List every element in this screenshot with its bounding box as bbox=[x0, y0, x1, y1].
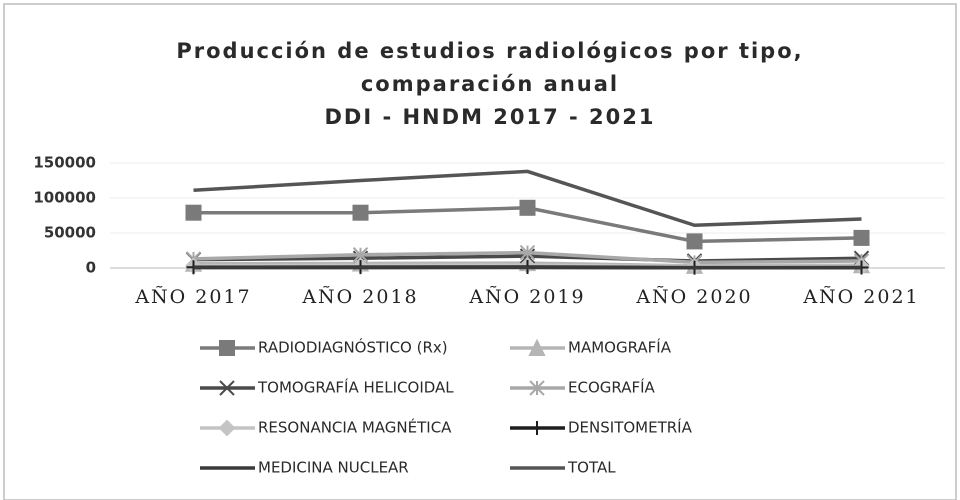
x-tick-label: AÑO 2018 bbox=[301, 285, 418, 308]
legend-label: DENSITOMETRÍA bbox=[568, 418, 693, 437]
marker bbox=[686, 233, 703, 250]
series-line bbox=[193, 169, 862, 228]
legend-label: MAMOGRAFÍA bbox=[568, 338, 672, 357]
legend-label: TOMOGRAFÍA HELICOIDAL bbox=[257, 378, 454, 397]
x-tick-label: AÑO 2021 bbox=[802, 285, 919, 308]
marker bbox=[185, 204, 202, 221]
marker bbox=[528, 338, 546, 356]
chart-title: comparación anual bbox=[361, 72, 619, 96]
x-tick-label: AÑO 2017 bbox=[134, 285, 251, 308]
y-tick-label: 50000 bbox=[44, 224, 96, 242]
legend-label: MEDICINA NUCLEAR bbox=[258, 459, 409, 477]
marker bbox=[219, 340, 235, 356]
marker bbox=[530, 421, 544, 435]
marker bbox=[219, 380, 235, 396]
chart-title: Producción de estudios radiológicos por … bbox=[176, 39, 803, 63]
legend-label: TOTAL bbox=[567, 459, 616, 477]
legend-label: RESONANCIA MAGNÉTICA bbox=[258, 418, 452, 437]
marker bbox=[529, 380, 545, 396]
legend-label: RADIODIAGNÓSTICO (Rx) bbox=[258, 338, 448, 357]
marker bbox=[853, 229, 870, 246]
marker bbox=[519, 199, 536, 216]
chart-title: DDI - HNDM 2017 - 2021 bbox=[324, 105, 655, 129]
marker bbox=[218, 419, 236, 437]
x-tick-label: AÑO 2020 bbox=[635, 285, 752, 308]
legend-label: ECOGRAFÍA bbox=[568, 378, 656, 397]
y-tick-label: 150000 bbox=[33, 154, 96, 172]
marker bbox=[352, 204, 369, 221]
y-tick-label: 0 bbox=[86, 259, 96, 277]
x-tick-label: AÑO 2019 bbox=[468, 285, 585, 308]
y-tick-label: 100000 bbox=[33, 189, 96, 207]
